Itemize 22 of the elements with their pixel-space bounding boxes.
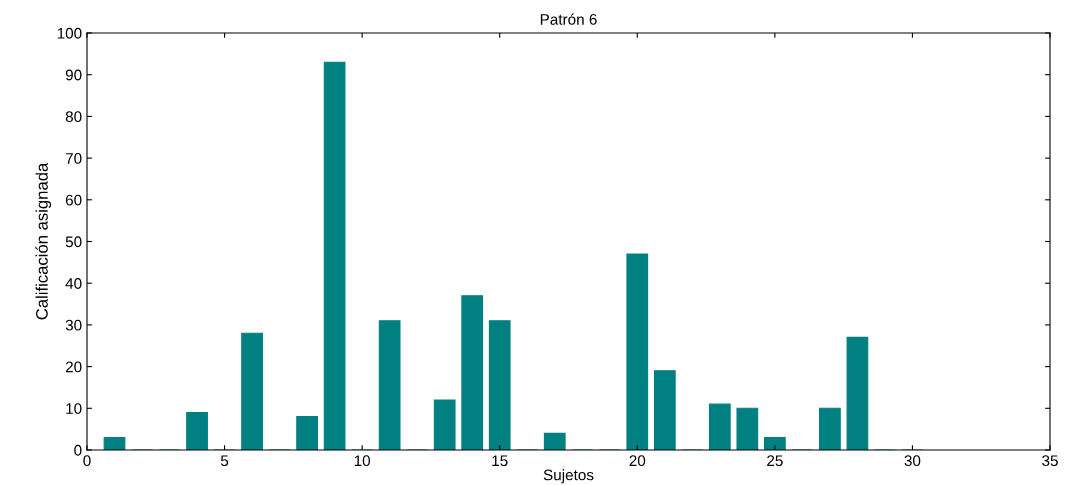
- x-axis-title: Sujetos: [543, 469, 594, 484]
- y-tick-label: 20: [65, 361, 82, 373]
- x-tick-label: 10: [354, 455, 371, 467]
- y-tick-label: 80: [65, 111, 82, 123]
- y-tick-label: 70: [65, 152, 82, 164]
- chart-title: Patrón 6: [540, 13, 597, 25]
- y-axis-title: Calificación asignada: [35, 162, 52, 320]
- x-tick-label: 25: [767, 455, 783, 467]
- y-tick-label: 90: [65, 69, 82, 81]
- x-tick-label: 15: [492, 455, 508, 467]
- x-tick-label: 35: [1042, 455, 1058, 467]
- y-tick-label: 60: [65, 194, 82, 206]
- y-tick-label: 0: [74, 444, 82, 456]
- y-tick-label: 10: [66, 403, 82, 414]
- x-tick-label: 20: [629, 455, 646, 467]
- x-tick-label: 0: [83, 455, 91, 467]
- x-tick-label: 5: [220, 455, 229, 467]
- y-tick-label: 100: [57, 27, 82, 39]
- y-tick-label: 30: [65, 319, 82, 331]
- x-tick-label: 30: [904, 455, 921, 467]
- y-tick-label: 50: [65, 236, 82, 248]
- y-tick-label: 40: [65, 278, 82, 289]
